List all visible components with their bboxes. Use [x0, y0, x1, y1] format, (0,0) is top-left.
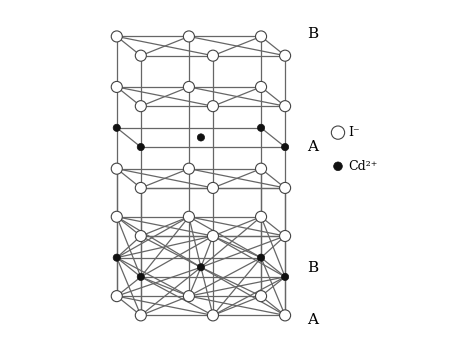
Circle shape	[280, 50, 291, 61]
Circle shape	[255, 163, 266, 174]
Circle shape	[257, 254, 264, 261]
Text: A: A	[307, 140, 318, 154]
Circle shape	[208, 310, 219, 321]
Circle shape	[135, 230, 146, 242]
Circle shape	[135, 310, 146, 321]
Circle shape	[111, 211, 122, 222]
Circle shape	[280, 183, 291, 194]
Circle shape	[135, 50, 146, 61]
Text: B: B	[307, 262, 318, 276]
Circle shape	[255, 82, 266, 92]
Circle shape	[113, 254, 120, 261]
Text: I⁻: I⁻	[348, 126, 360, 139]
Circle shape	[135, 101, 146, 112]
Circle shape	[257, 124, 264, 132]
Circle shape	[255, 31, 266, 42]
Circle shape	[183, 290, 194, 302]
Circle shape	[183, 163, 194, 174]
Circle shape	[197, 264, 205, 271]
Circle shape	[183, 31, 194, 42]
Circle shape	[111, 31, 122, 42]
Circle shape	[197, 134, 205, 141]
Circle shape	[208, 50, 219, 61]
Circle shape	[280, 230, 291, 242]
Text: A: A	[307, 313, 318, 327]
Circle shape	[113, 124, 120, 132]
Circle shape	[111, 290, 122, 302]
Circle shape	[280, 101, 291, 112]
Circle shape	[282, 143, 289, 151]
Circle shape	[137, 143, 145, 151]
Circle shape	[282, 273, 289, 280]
Circle shape	[111, 163, 122, 174]
Text: B: B	[307, 27, 318, 41]
Circle shape	[183, 82, 194, 92]
Circle shape	[137, 273, 145, 280]
Text: Cd²⁺: Cd²⁺	[348, 160, 378, 173]
Circle shape	[135, 183, 146, 194]
Circle shape	[111, 82, 122, 92]
Circle shape	[334, 162, 342, 171]
Circle shape	[208, 230, 219, 242]
Circle shape	[208, 101, 219, 112]
Circle shape	[255, 290, 266, 302]
Circle shape	[255, 211, 266, 222]
Circle shape	[331, 126, 345, 139]
Circle shape	[280, 310, 291, 321]
Circle shape	[183, 211, 194, 222]
Circle shape	[208, 183, 219, 194]
